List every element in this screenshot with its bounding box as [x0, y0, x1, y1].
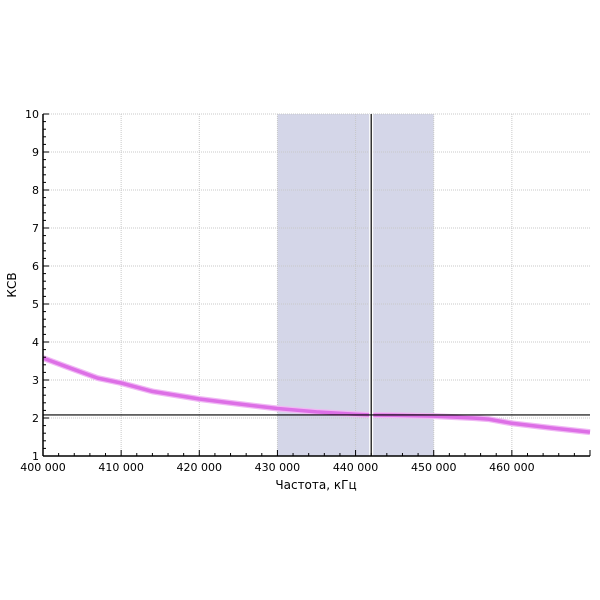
x-tick-label: 440 000: [333, 461, 379, 474]
x-tick-label: 450 000: [411, 461, 457, 474]
y-tick-label: 10: [25, 108, 39, 121]
y-axis-label: КСВ: [5, 272, 19, 297]
x-tick-label: 400 000: [20, 461, 66, 474]
y-tick-label: 3: [32, 374, 39, 387]
y-tick-label: 2: [32, 412, 39, 425]
y-tick-label: 5: [32, 298, 39, 311]
y-tick-label: 9: [32, 146, 39, 159]
series-line: [42, 356, 591, 434]
x-tick-label: 460 000: [489, 461, 535, 474]
y-tick-label: 6: [32, 260, 39, 273]
x-axis-label: Частота, кГц: [275, 478, 356, 492]
y-tick-label: 7: [32, 222, 39, 235]
y-tick-label: 8: [32, 184, 39, 197]
y-tick-label: 4: [32, 336, 39, 349]
x-tick-label: 430 000: [255, 461, 301, 474]
y-tick-label: 1: [32, 450, 39, 463]
x-tick-label: 410 000: [98, 461, 144, 474]
x-tick-label: 420 000: [177, 461, 223, 474]
